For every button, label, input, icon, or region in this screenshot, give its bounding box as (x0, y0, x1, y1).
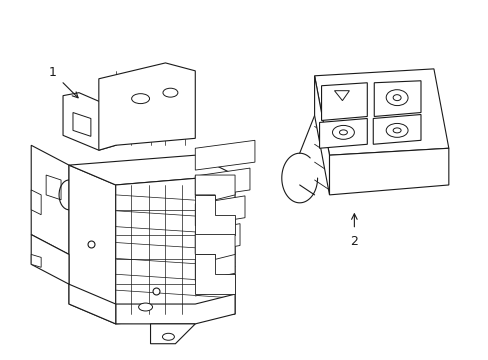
Polygon shape (373, 81, 420, 117)
Polygon shape (195, 140, 254, 170)
Ellipse shape (163, 88, 178, 97)
Polygon shape (69, 165, 116, 324)
Polygon shape (69, 284, 116, 324)
Polygon shape (116, 294, 235, 324)
Ellipse shape (138, 303, 152, 311)
Polygon shape (99, 63, 195, 150)
Polygon shape (372, 114, 420, 144)
Polygon shape (46, 175, 61, 200)
Polygon shape (195, 168, 249, 198)
Polygon shape (31, 255, 41, 267)
Polygon shape (314, 76, 329, 195)
Polygon shape (73, 113, 91, 136)
Ellipse shape (392, 128, 400, 133)
Polygon shape (195, 195, 235, 235)
Ellipse shape (162, 333, 174, 340)
Ellipse shape (131, 94, 149, 104)
Polygon shape (116, 175, 235, 324)
Ellipse shape (386, 123, 407, 137)
Ellipse shape (332, 125, 354, 139)
Text: 2: 2 (350, 235, 358, 248)
Polygon shape (195, 251, 235, 281)
Polygon shape (329, 148, 448, 195)
Ellipse shape (386, 90, 407, 105)
Polygon shape (195, 235, 235, 260)
Polygon shape (314, 69, 448, 155)
Polygon shape (321, 83, 366, 121)
Polygon shape (69, 155, 235, 185)
Polygon shape (195, 255, 235, 294)
Polygon shape (319, 118, 366, 148)
Polygon shape (195, 196, 244, 226)
Ellipse shape (392, 95, 400, 100)
Polygon shape (195, 224, 240, 253)
Ellipse shape (339, 130, 346, 135)
Polygon shape (150, 324, 195, 344)
Polygon shape (31, 235, 69, 284)
Polygon shape (31, 190, 41, 215)
Polygon shape (334, 91, 349, 100)
Text: 1: 1 (49, 66, 57, 79)
Polygon shape (31, 145, 69, 255)
Polygon shape (195, 175, 235, 200)
Polygon shape (63, 93, 116, 150)
